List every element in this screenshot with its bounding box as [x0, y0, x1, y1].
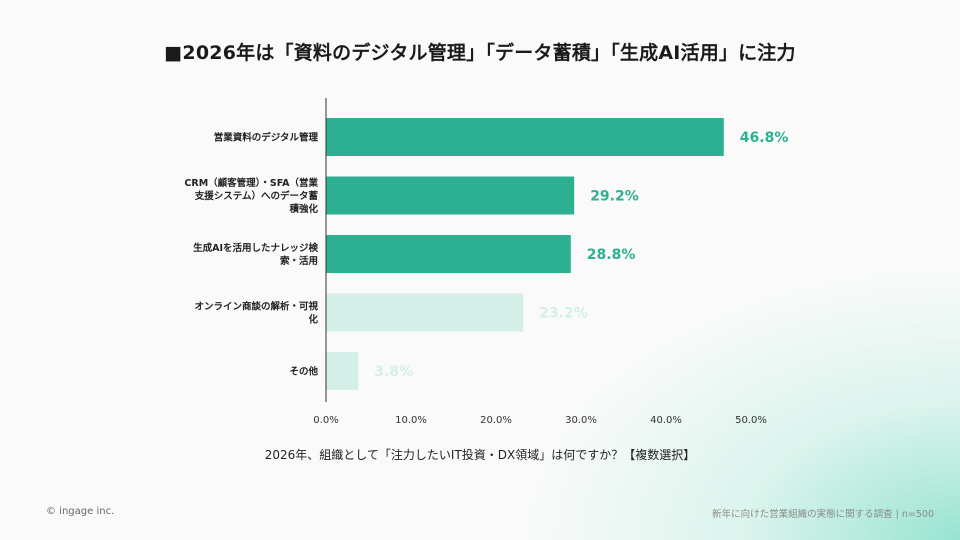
category-label-1-0: CRM（顧客管理）・SFA（営業: [184, 177, 318, 189]
bar-1: [326, 176, 575, 215]
value-label-3: 23.2%: [539, 306, 588, 322]
x-tick-label-2: 20.0%: [480, 415, 512, 426]
bar-0: [326, 118, 724, 156]
value-label-2: 28.8%: [587, 247, 636, 263]
bar-4: [326, 352, 359, 390]
value-label-4: 3.8%: [374, 364, 413, 380]
bar-chart: 46.8% 営業資料のデジタル管理 29.2% CRM（顧客管理）・SFA（営業支援シ…: [184, 98, 789, 426]
bar-3: [326, 293, 524, 332]
page-title: ■2026年は「資料のデジタル管理」「データ蓄積」「生成AI活用」に注力: [164, 42, 796, 64]
chart-caption: 2026年、組織として「注力したいIT投資・DX領域」は何ですか？【複数選択】: [264, 448, 696, 462]
value-label-1: 29.2%: [590, 189, 639, 205]
x-tick-label-5: 50.0%: [735, 415, 767, 426]
copyright-text: © ingage inc.: [46, 506, 115, 517]
category-label-1-2: 積強化: [288, 203, 318, 215]
category-label-1-1: 支援システム）へのデータ蓄: [194, 190, 319, 202]
x-tick-label-3: 30.0%: [565, 415, 597, 426]
value-label-0: 46.8%: [740, 130, 789, 146]
category-label-2-0: 生成AIを活用したナレッジ検: [193, 242, 318, 254]
x-tick-label-1: 10.0%: [395, 415, 427, 426]
category-label-3-0: オンライン商談の解析・可視: [194, 301, 318, 313]
category-label-0-0: 営業資料のデジタル管理: [214, 132, 319, 144]
x-tick-label-0: 0.0%: [313, 415, 338, 426]
bar-2: [326, 235, 571, 273]
category-label-2-1: 索・活用: [280, 255, 318, 267]
x-tick-label-4: 40.0%: [650, 415, 682, 426]
category-label-4-0: その他: [289, 366, 318, 378]
source-note: 新年に向けた営業組織の実態に関する調査 | n=500: [712, 509, 934, 520]
category-label-3-1: 化: [308, 314, 318, 326]
